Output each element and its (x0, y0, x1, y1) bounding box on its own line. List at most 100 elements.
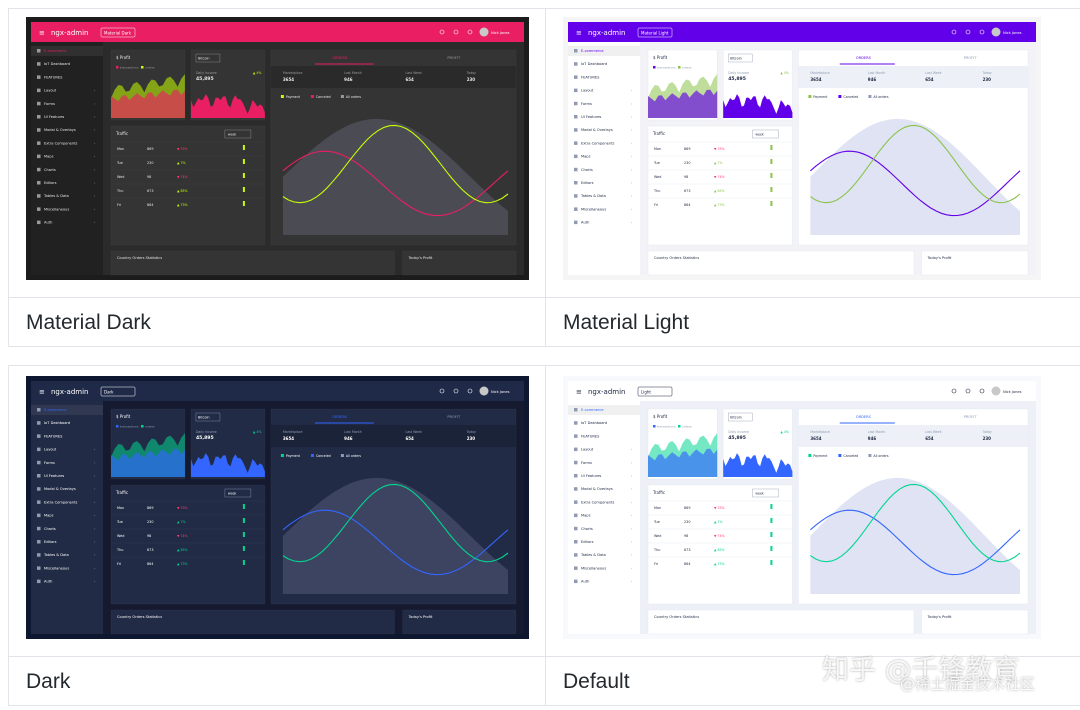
traffic-mini-bar (242, 201, 245, 206)
sidebar-item-icon (574, 566, 578, 570)
traffic-day: Wed (117, 175, 124, 179)
chevron-right-icon: › (94, 500, 96, 504)
traffic-day: Fri (654, 203, 658, 207)
sidebar (568, 401, 640, 634)
default-caption-cell: Default (545, 656, 1080, 706)
user-name: Nick Jones (491, 390, 510, 394)
sidebar-item-icon (37, 421, 41, 425)
material-dark-dashboard: ≡ ngx-admin Material Dark Nick Jones E-comme… (31, 22, 524, 276)
traffic-mini-bar (770, 546, 773, 551)
watermark-secondary: @稀土掘金技术社区 (900, 675, 1036, 693)
daily-income-change: ▲ 4% (253, 430, 262, 434)
sidebar-item-label: Auth (581, 221, 589, 225)
chart-legend-swatch (280, 95, 284, 98)
app-name: ngx-admin (51, 29, 88, 37)
sidebar-item-icon (574, 447, 578, 452)
sidebar-item-icon (37, 579, 41, 584)
menu-icon: ≡ (576, 29, 582, 37)
chevron-right-icon: › (94, 207, 96, 211)
all-orders-area (282, 118, 508, 235)
traffic-day: Thu (116, 189, 123, 193)
traffic-value: 230 (147, 161, 153, 165)
chart-legend-swatch (838, 454, 842, 457)
chart-legend-label: All orders (346, 95, 361, 99)
traffic-day: Fri (117, 203, 121, 207)
legend-label: transactions (120, 66, 139, 70)
all-orders-area (810, 118, 1020, 235)
mail-icon (965, 29, 971, 35)
sidebar-item-label: Auth (581, 580, 589, 584)
app-header (31, 22, 524, 42)
daily-income-change: ▲ 4% (253, 71, 262, 75)
default-screenshot: ≡ ngx-admin Light Nick Jones E-commerce IoT D… (563, 376, 1041, 639)
chart-legend-label: All orders (873, 95, 888, 99)
chevron-right-icon: › (94, 566, 96, 570)
menu-icon: ≡ (39, 29, 45, 37)
sidebar-item-active (31, 405, 103, 415)
chevron-right-icon: › (631, 194, 633, 198)
stat-label: Last Week (925, 71, 942, 75)
week-select-label: week (228, 492, 237, 496)
stat-value: 654 (925, 77, 934, 82)
chevron-right-icon: › (631, 487, 633, 491)
caption-material-dark: Material Dark (26, 311, 151, 334)
chart-legend-label: Payment (813, 95, 828, 99)
traffic-day: Wed (117, 534, 124, 538)
chart-legend-label: Canceled (843, 95, 858, 99)
profit-summary-card (921, 609, 1029, 635)
sidebar-item-label: E-commerce (44, 49, 67, 53)
legend-swatch (653, 66, 656, 69)
sidebar-item-icon (37, 553, 41, 557)
chart-legend-swatch (808, 454, 812, 457)
stat-label: Today (466, 71, 476, 75)
chevron-right-icon: › (94, 128, 96, 132)
stat-value: 230 (467, 77, 476, 82)
traffic-value: 864 (147, 562, 153, 566)
traffic-mini-bar (770, 145, 773, 150)
sidebar-item-icon (574, 62, 578, 66)
search-icon (439, 388, 445, 394)
todays-profit-label: Today's Profit (408, 615, 433, 619)
traffic-card (647, 484, 793, 605)
sidebar-item-label: Tables & Data (580, 553, 606, 557)
sidebar-item-label: Miscellaneous (581, 207, 606, 211)
sidebar-item-icon (37, 141, 41, 145)
sidebar-item-label: Maps (44, 514, 54, 518)
sidebar-item-icon (37, 460, 41, 465)
orders-card (270, 408, 517, 605)
traffic-card (110, 125, 266, 246)
legend-label: orders (682, 425, 692, 429)
chevron-right-icon: › (94, 487, 96, 491)
traffic-card (110, 484, 266, 605)
sidebar-item-label: Editors (581, 540, 594, 544)
sidebar-item-label: IoT Dashboard (581, 62, 607, 66)
theme-select (100, 27, 136, 38)
chevron-right-icon: › (631, 540, 633, 544)
legend-label: orders (145, 425, 155, 429)
traffic-value: 230 (684, 161, 690, 165)
traffic-day: Tue (116, 161, 123, 165)
traffic-mini-bar (242, 560, 245, 565)
sidebar-item-label: Forms (44, 461, 55, 465)
sidebar-item-icon (574, 207, 578, 211)
sidebar-item-label: Modal & Overlays (581, 487, 613, 491)
sidebar-item-icon (574, 513, 578, 518)
avatar (479, 27, 489, 37)
sidebar-item-label: FEATURES (581, 434, 600, 438)
legend-swatch (678, 425, 681, 428)
income-bars (723, 453, 793, 477)
chevron-right-icon: › (94, 461, 96, 465)
chart-legend-swatch (868, 454, 872, 457)
sidebar-item-label: Forms (581, 461, 592, 465)
sidebar-item-icon (37, 88, 41, 93)
sidebar-item-icon (574, 220, 578, 225)
dark-caption-cell: Dark (8, 656, 546, 706)
search-icon (439, 29, 445, 35)
sidebar-item-label: UI Features (581, 474, 601, 478)
sidebar-item-label: Extra Components (44, 141, 77, 145)
bitcoin-select-label: Bitcoin (730, 57, 742, 61)
chevron-right-icon: › (631, 221, 633, 225)
stat-value: 3654 (283, 77, 294, 82)
sidebar-item-label: Modal & Overlays (44, 128, 76, 132)
sidebar-item-icon (574, 49, 578, 53)
